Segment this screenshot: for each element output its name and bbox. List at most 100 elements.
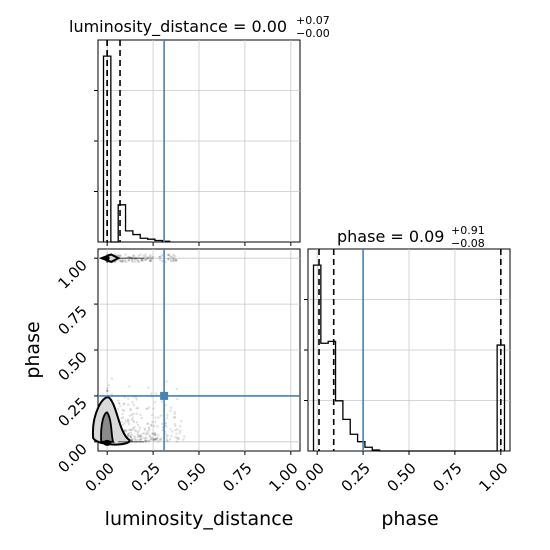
scatter-point bbox=[133, 438, 137, 441]
scatter-point bbox=[145, 439, 148, 443]
hist-luminosity-distance-outline bbox=[102, 55, 171, 243]
scatter-point bbox=[146, 422, 149, 426]
scatter-point bbox=[158, 255, 161, 259]
scatter-point bbox=[154, 432, 157, 435]
scatter-point bbox=[145, 431, 148, 435]
scatter-point bbox=[141, 432, 144, 435]
scatter-point bbox=[127, 423, 131, 426]
scatter-point bbox=[134, 260, 137, 263]
hist-phase-outline bbox=[312, 264, 506, 452]
scatter-point bbox=[134, 396, 138, 399]
scatter-point bbox=[120, 260, 123, 264]
scatter-point bbox=[175, 387, 178, 391]
scatter-point bbox=[118, 405, 122, 408]
scatter-point bbox=[110, 377, 114, 380]
scatter-point bbox=[144, 437, 147, 440]
scatter-point bbox=[132, 428, 135, 431]
scatter-point bbox=[158, 255, 162, 259]
scatter-point bbox=[153, 400, 157, 404]
scatter-point bbox=[149, 258, 152, 262]
scatter-point bbox=[180, 419, 183, 423]
scatter-point bbox=[164, 403, 167, 407]
scatter-point bbox=[173, 410, 176, 414]
panel-2d: 0.000.000.250.250.500.500.750.751.001.00… bbox=[22, 248, 302, 530]
scatter-point bbox=[164, 432, 167, 436]
scatter-point bbox=[136, 434, 140, 438]
scatter-point bbox=[138, 434, 141, 437]
scatter-point bbox=[117, 399, 120, 402]
scatter-point bbox=[129, 409, 132, 412]
scatter-point bbox=[174, 436, 177, 439]
scatter-point bbox=[147, 440, 151, 443]
scatter-point bbox=[135, 438, 138, 441]
scatter-point bbox=[149, 259, 152, 263]
scatter-point bbox=[165, 439, 169, 442]
scatter-point bbox=[133, 436, 137, 439]
scatter-point bbox=[126, 419, 130, 423]
scatter-point bbox=[172, 260, 176, 263]
scatter-point bbox=[149, 437, 153, 440]
scatter-point bbox=[170, 434, 173, 438]
scatter-point bbox=[121, 259, 124, 263]
scatter-point bbox=[135, 430, 138, 433]
x-tick-label: 0.25 bbox=[338, 459, 374, 495]
scatter-point bbox=[123, 402, 126, 405]
scatter-point bbox=[131, 426, 135, 430]
scatter-point bbox=[129, 429, 133, 432]
scatter-point bbox=[139, 434, 142, 437]
scatter-point bbox=[176, 437, 179, 440]
scatter-point bbox=[121, 423, 125, 426]
scatter-point bbox=[170, 260, 173, 263]
scatter-point bbox=[156, 436, 159, 440]
scatter-point bbox=[121, 416, 125, 419]
scatter-point bbox=[161, 259, 164, 263]
scatter-point bbox=[166, 439, 169, 443]
scatter-point bbox=[118, 402, 121, 405]
scatter-point bbox=[160, 437, 163, 440]
scatter-point bbox=[127, 259, 131, 262]
x-tick-label: 0.75 bbox=[429, 459, 465, 495]
scatter-point bbox=[144, 439, 147, 442]
scatter-point bbox=[132, 412, 135, 416]
scatter-point bbox=[153, 437, 156, 441]
scatter-point bbox=[107, 384, 111, 387]
scatter-point bbox=[164, 424, 167, 427]
x-tick-label: 1.00 bbox=[475, 459, 511, 495]
scatter-point bbox=[151, 432, 154, 435]
scatter-point bbox=[130, 413, 134, 417]
scatter-point bbox=[130, 259, 133, 262]
scatter-point bbox=[158, 258, 162, 261]
scatter-point bbox=[123, 259, 127, 263]
scatter-point bbox=[120, 417, 123, 420]
scatter-point bbox=[137, 254, 140, 258]
scatter-point bbox=[149, 255, 152, 258]
scatter-point bbox=[143, 432, 146, 435]
scatter-point bbox=[159, 438, 162, 441]
scatter-point bbox=[148, 429, 151, 432]
scatter-point bbox=[121, 412, 124, 416]
scatter-point bbox=[139, 253, 142, 256]
scatter-point bbox=[117, 402, 121, 405]
scatter-point bbox=[150, 424, 153, 427]
scatter-point bbox=[175, 432, 178, 435]
x-tick-label: 0.75 bbox=[219, 459, 255, 495]
scatter-point bbox=[151, 437, 155, 440]
scatter-point bbox=[167, 257, 170, 261]
scatter-point bbox=[125, 260, 128, 263]
scatter-point bbox=[146, 407, 150, 410]
scatter-point bbox=[140, 436, 143, 439]
scatter-point bbox=[139, 438, 142, 441]
scatter-point bbox=[164, 421, 168, 425]
scatter-point bbox=[174, 428, 177, 432]
scatter-point bbox=[174, 258, 177, 262]
scatter-point bbox=[106, 386, 109, 390]
scatter-point bbox=[152, 439, 156, 442]
scatter-point bbox=[150, 437, 153, 441]
scatter-point bbox=[106, 389, 109, 392]
scatter-point bbox=[153, 433, 156, 437]
title-phase: phase = 0.09 bbox=[337, 227, 444, 246]
scatter-point bbox=[173, 416, 176, 419]
density-contours bbox=[92, 253, 144, 446]
scatter-point bbox=[160, 400, 164, 403]
scatter-point bbox=[166, 413, 169, 417]
